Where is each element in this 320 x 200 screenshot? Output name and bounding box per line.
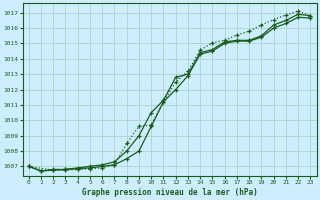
X-axis label: Graphe pression niveau de la mer (hPa): Graphe pression niveau de la mer (hPa) — [82, 188, 258, 197]
